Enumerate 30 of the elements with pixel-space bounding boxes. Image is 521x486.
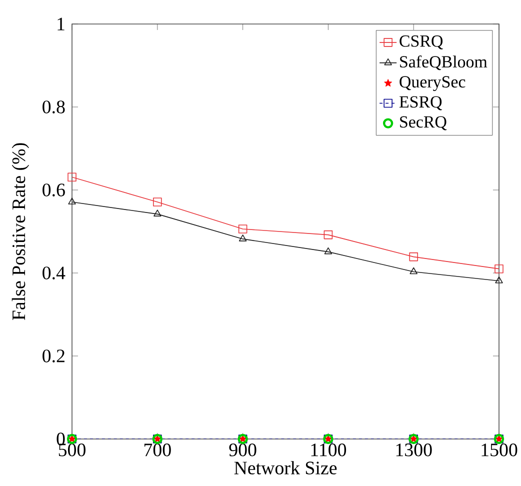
y-tick-label: 0.8	[42, 100, 65, 114]
point	[154, 210, 162, 216]
x-tick-label: 1300	[396, 444, 432, 456]
point	[324, 247, 332, 254]
point	[494, 264, 504, 274]
point	[409, 252, 418, 262]
x-tick-label: 700	[144, 444, 171, 456]
y-tick-label: 0.6	[42, 184, 65, 196]
point	[153, 198, 162, 206]
legend-label: CSRQ	[400, 35, 443, 50]
point	[410, 267, 418, 274]
y-tick-label: 1	[58, 18, 64, 30]
y-tick-label: 0.2	[42, 350, 64, 362]
x-axis-title: Network Size	[234, 461, 337, 474]
x-tick-label: 500	[58, 444, 86, 456]
legend-label: SecRQ	[400, 116, 447, 130]
point	[495, 276, 503, 284]
legend-label: ESRQ	[399, 96, 442, 110]
x-tick-label: 1100	[311, 444, 346, 456]
point	[68, 172, 76, 182]
x-tick-label: 900	[229, 444, 256, 456]
y-axis-title: False Positive Rate (%)	[12, 143, 30, 320]
x-tick-label: 1500	[482, 444, 518, 456]
point	[238, 234, 247, 242]
y-tick-label: 0.4	[42, 266, 66, 280]
point	[68, 198, 76, 204]
point	[324, 230, 333, 240]
point	[238, 224, 248, 234]
legend-label: QuerySec	[400, 76, 466, 92]
legend-label: SafeQBloom	[400, 55, 488, 70]
